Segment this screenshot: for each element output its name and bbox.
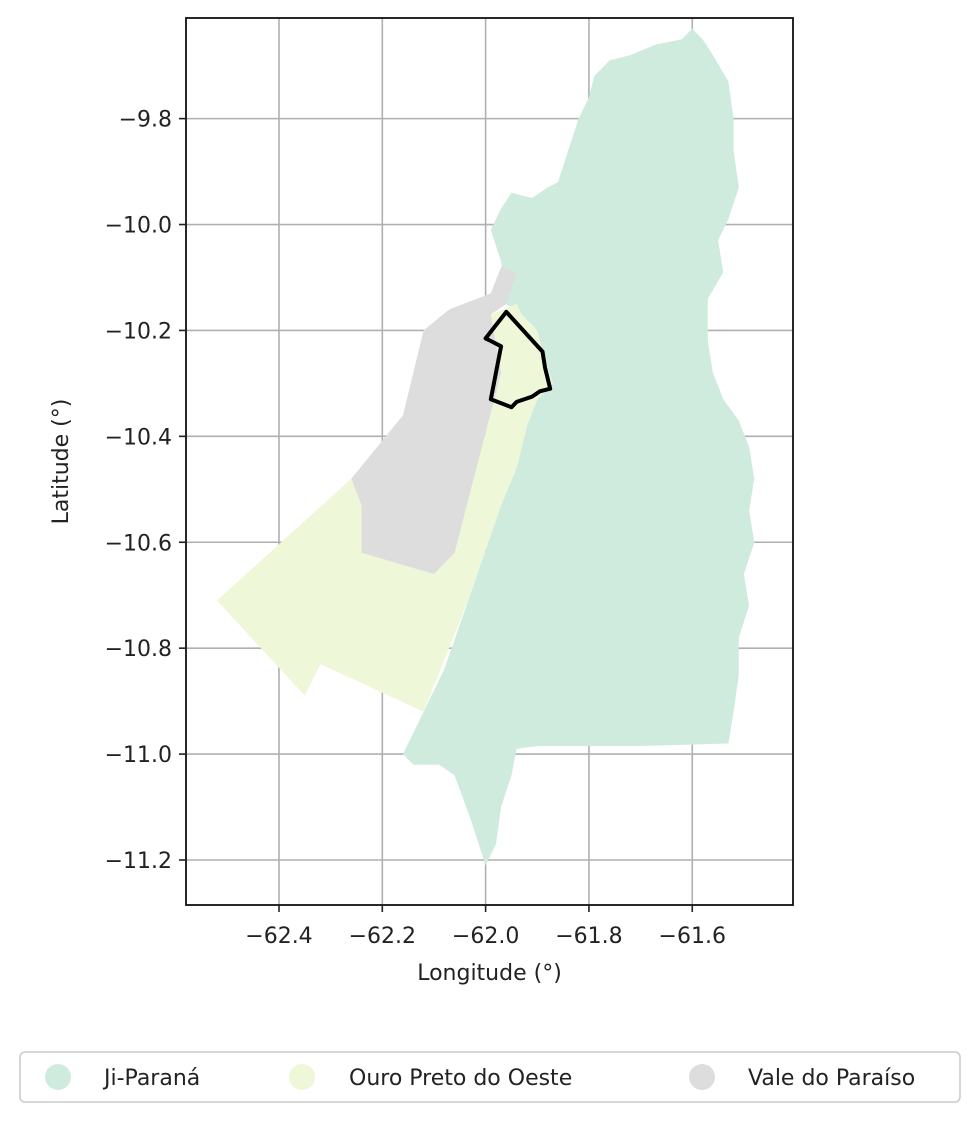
legend-label-ouro-preto-do-oeste: Ouro Preto do Oeste bbox=[349, 1066, 572, 1091]
legend-frame bbox=[19, 1051, 961, 1103]
region-polygons bbox=[217, 28, 755, 866]
y-tick-label: −10.6 bbox=[105, 531, 172, 556]
legend-label-vale-do-paraiso: Vale do Paraíso bbox=[748, 1066, 915, 1091]
legend: Ji-Paraná Ouro Preto do Oeste Vale do Para… bbox=[19, 1051, 961, 1103]
axes-frame bbox=[185, 17, 794, 906]
legend-label-ji-parana: Ji-Paraná bbox=[102, 1066, 200, 1091]
y-tick-label: −9.8 bbox=[119, 108, 172, 133]
y-tick-label: −11.0 bbox=[105, 743, 172, 768]
x-tick-label: −62.0 bbox=[452, 924, 519, 949]
y-tick-label: −10.0 bbox=[105, 214, 172, 239]
legend-swatch-ji-parana bbox=[45, 1064, 71, 1090]
highlight-outline bbox=[483, 309, 553, 410]
x-tick-label: −62.4 bbox=[245, 924, 312, 949]
y-tick-label: −10.2 bbox=[105, 319, 172, 344]
x-tick-label: −62.2 bbox=[349, 924, 416, 949]
x-axis-label: Longitude (°) bbox=[417, 961, 562, 986]
region-vale-do-paraiso bbox=[351, 266, 517, 574]
legend-swatch-ouro-preto-do-oeste bbox=[289, 1064, 315, 1090]
y-tick-label: −10.4 bbox=[105, 425, 172, 450]
x-tick-label: −61.6 bbox=[659, 924, 726, 949]
x-tick-label: −61.8 bbox=[555, 924, 622, 949]
y-axis-label: Latitude (°) bbox=[49, 399, 74, 525]
y-tick-label: −10.8 bbox=[105, 637, 172, 662]
axis-ticks: −62.4 −62.2 −62.0 −61.8 −61.6 −9.8 −10.0 −10.2 −… bbox=[105, 108, 726, 949]
region-ji-parana bbox=[403, 28, 755, 866]
legend-swatch-vale-do-paraiso bbox=[689, 1064, 715, 1090]
y-tick-label: −11.2 bbox=[105, 849, 172, 874]
highlight-outline-layer bbox=[483, 309, 553, 410]
region-ouro-preto-do-oeste bbox=[217, 304, 553, 712]
